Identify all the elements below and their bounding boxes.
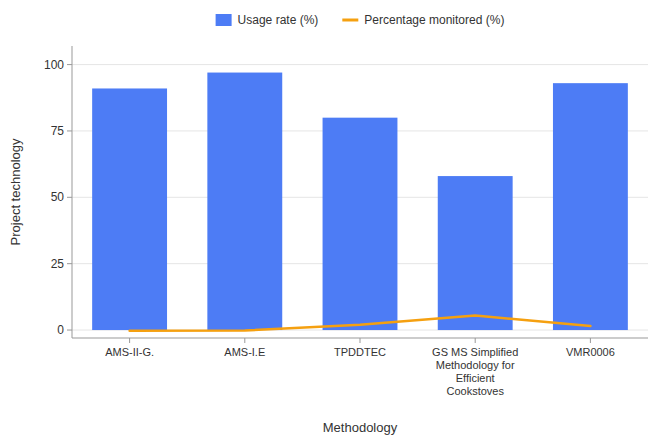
chart-svg: 0 25 50 75 100 AMS-II-G. AMS-I.E TPDDTEC GS MS S… (0, 0, 664, 442)
bar (553, 83, 628, 330)
y-tick-label: 0 (57, 323, 64, 337)
x-tick-label: VMR0006 (566, 346, 615, 358)
y-axis-title: Project technology (8, 138, 23, 245)
grid (72, 65, 648, 330)
bar (92, 88, 167, 330)
y-tick (67, 197, 72, 198)
y-axis-line (72, 46, 73, 338)
bar (438, 176, 513, 330)
x-tick-label: AMS-I.E (224, 346, 265, 358)
legend-label: Percentage monitored (%) (364, 13, 504, 27)
y-tick-label: 100 (44, 58, 64, 72)
grid-line (72, 64, 648, 65)
y-tick-label: 50 (51, 190, 65, 204)
y-tick-label: 75 (51, 124, 65, 138)
legend: Usage rate (%) Percentage monitored (%) (216, 13, 505, 27)
legend-label: Usage rate (%) (238, 13, 319, 27)
y-tick (67, 263, 72, 264)
y-tick (67, 330, 72, 331)
x-tick (590, 338, 591, 343)
bar (323, 118, 398, 330)
x-tick (475, 338, 476, 343)
x-tick-label: TPDDTEC (334, 346, 386, 358)
chart-container: 0 25 50 75 100 AMS-II-G. AMS-I.E TPDDTEC GS MS S… (0, 0, 664, 442)
x-tick (244, 338, 245, 343)
x-axis-title: Methodology (323, 420, 398, 435)
y-tick-label: 25 (51, 257, 65, 271)
x-tick (129, 338, 130, 343)
x-tick-label: GS MS SimplifiedMethodology forEfficient… (432, 346, 518, 397)
y-tick (67, 130, 72, 131)
legend-swatch (342, 19, 358, 22)
legend-item: Percentage monitored (%) (342, 13, 504, 27)
x-tick (360, 338, 361, 343)
legend-item: Usage rate (%) (216, 13, 319, 27)
y-tick (67, 64, 72, 65)
x-tick-label: AMS-II-G. (105, 346, 154, 358)
plot-area (92, 73, 628, 331)
legend-swatch (216, 14, 232, 26)
line (130, 315, 591, 330)
bar (207, 73, 282, 330)
